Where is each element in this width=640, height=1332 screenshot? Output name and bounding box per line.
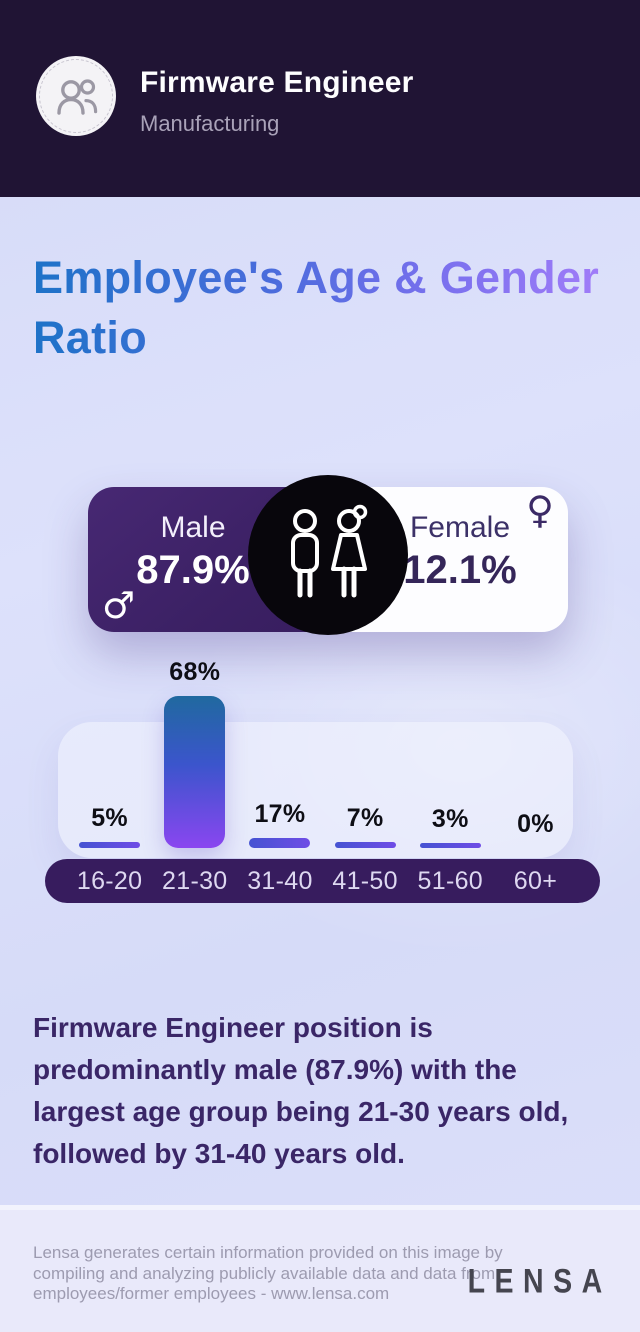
bar (164, 696, 226, 848)
bar-chart-columns: 5% 68% 17% 7% 3% 0% (45, 640, 600, 848)
avatar (36, 56, 116, 136)
footer: Lensa generates certain information prov… (0, 1205, 640, 1332)
bar-value-label: 68% (169, 658, 221, 686)
bar (79, 842, 141, 848)
bar-value-label: 3% (431, 805, 469, 833)
gender-circle-badge (248, 475, 408, 635)
disclaimer-line: compiling and analyzing publicly availab… (33, 1263, 496, 1283)
bar-column: 3% (408, 640, 493, 848)
people-icon (57, 79, 98, 115)
bar-value-label: 17% (254, 800, 306, 828)
axis-category-label: 60+ (513, 866, 558, 895)
female-symbol-icon: ♀ (526, 488, 554, 532)
bar (419, 843, 481, 848)
male-label: Male (160, 511, 226, 544)
female-label: Female (409, 511, 511, 544)
avatar-dashed-ring (39, 59, 113, 133)
summary-line: Firmware Engineer position is (33, 1012, 433, 1043)
female-stat: Female 12.1% (360, 511, 560, 593)
chart-background-panel (58, 722, 573, 858)
summary-line: followed by 31-40 years old. (33, 1138, 405, 1169)
axis-category-label: 21-30 (162, 866, 228, 895)
header: Firmware Engineer Manufacturing (0, 0, 640, 197)
bar-column: 7% (323, 640, 408, 848)
industry-label: Manufacturing (140, 111, 280, 136)
bar (249, 838, 311, 848)
disclaimer-line: Lensa generates certain information prov… (33, 1243, 503, 1262)
summary-line: predominantly male (87.9%) with the (33, 1054, 517, 1085)
bar-column: 5% (67, 640, 152, 848)
job-title: Firmware Engineer (140, 66, 414, 99)
male-stat: Male 87.9% (88, 511, 298, 593)
disclaimer-line: employees/former employees - www.lensa.c… (33, 1284, 390, 1303)
man-woman-icon (291, 504, 368, 598)
page-title-line2: Ratio (33, 308, 600, 368)
male-value: 87.9% (136, 548, 250, 592)
bar-column: 0% (493, 640, 578, 848)
bar-chart-axis: 16-20 21-30 31-40 41-50 51-60 60+ (45, 859, 600, 903)
bar-value-label: 0% (517, 810, 554, 838)
disclaimer-text: Lensa generates certain information prov… (33, 1243, 503, 1305)
male-symbol-icon: ♂ (102, 584, 136, 627)
lensa-logo: LENSA (467, 1262, 612, 1301)
bar-column: 17% (237, 640, 322, 848)
gender-ratio-card: Male 87.9% Female 12.1% ♂ ♀ (88, 475, 568, 635)
summary-line: largest age group being 21-30 years old, (33, 1096, 569, 1127)
axis-category-label: 41-50 (332, 866, 398, 895)
summary-text: Firmware Engineer position is predominant… (33, 1007, 613, 1175)
axis-category-label: 31-40 (247, 866, 313, 895)
page-title: Employee's Age & Gender Ratio (33, 248, 600, 368)
page-title-line1: Employee's Age & Gender (33, 248, 600, 308)
bar-value-label: 7% (346, 804, 384, 832)
bar-column: 68% (152, 640, 237, 848)
bar (334, 842, 396, 848)
female-value: 12.1% (403, 548, 517, 592)
axis-category-label: 16-20 (76, 866, 143, 895)
bar-value-label: 5% (91, 804, 128, 832)
axis-category-label: 51-60 (417, 866, 483, 895)
